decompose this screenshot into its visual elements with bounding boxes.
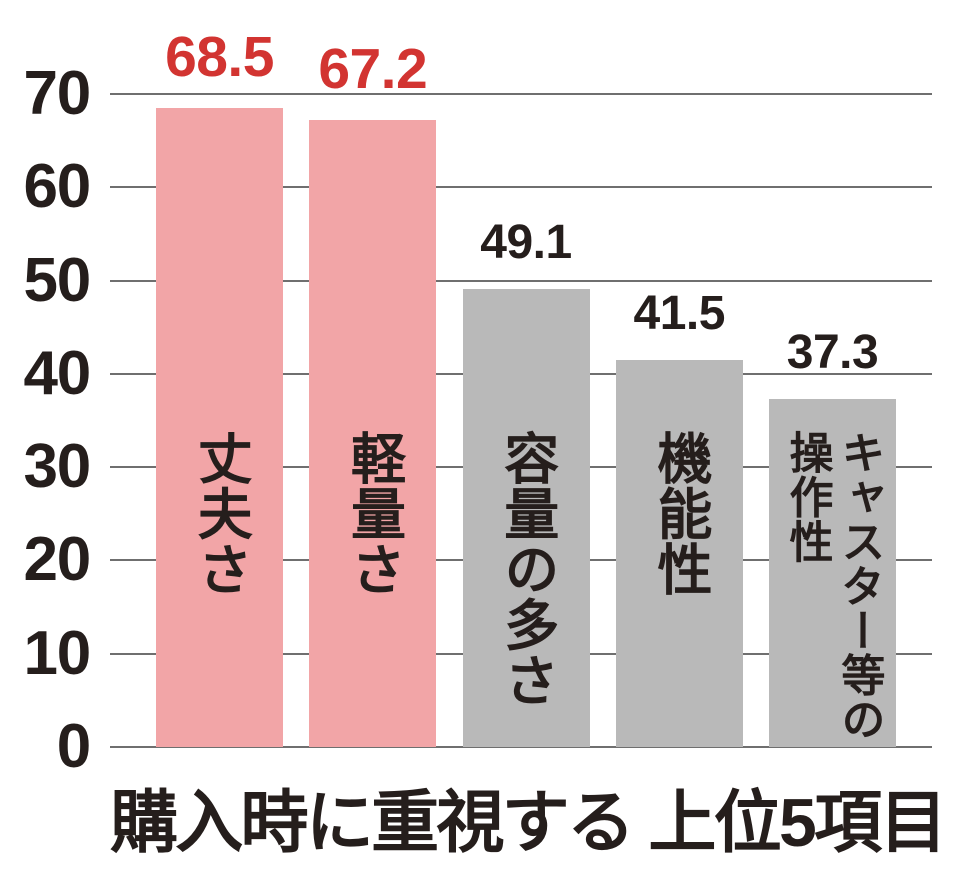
gridline-0 [110,746,932,748]
bar-5 [769,399,896,747]
y-tick-label-40: 40 [23,338,92,408]
bars-layer: 68.5 丈夫さ 67.2 軽量さ 49.1 容量の多さ 41.5 機能性 37.3 キャスター等… [110,29,932,747]
bar-3 [462,288,590,747]
value-label-4: 41.5 [633,286,726,340]
bar-column-2: 67.2 軽量さ [309,41,437,747]
y-tick-label-0: 0 [56,712,91,781]
bar-column-4: 41.5 機能性 [615,94,743,747]
bar-category-label-1: 丈夫さ [189,430,252,597]
y-tick-label-30: 30 [23,432,92,502]
bar-category-label-3: 容量の多さ [495,430,558,708]
plot-area: 0 10 20 30 40 50 60 70 68.5 丈夫さ 67.2 軽量さ 49.1 容量の多さ 4… [24,29,932,781]
bar-1 [156,108,283,747]
value-label-3: 49.1 [480,215,572,269]
y-tick-label-50: 50 [23,245,92,315]
chart-title: 購入時に重視する 上位5項目 [110,785,947,861]
bar-column-3: 49.1 容量の多さ [462,94,590,747]
y-tick-label-20: 20 [23,525,92,595]
y-tick-label-70: 70 [23,59,92,128]
bar-category-label-2: 軽量さ [342,430,405,597]
bar-column-5: 37.3 キャスター等の 操作性 [769,94,896,747]
value-label-5: 37.3 [786,326,879,380]
gridline-60 [110,186,932,189]
y-tick-label-60: 60 [23,152,92,222]
gridline-50 [110,279,932,282]
y-tick-label-10: 10 [23,618,92,688]
bar-category-label-5: キャスター等の 操作性 [782,430,884,742]
bar-category-label-4: 機能性 [649,430,712,597]
bar-column-1: 68.5 丈夫さ [156,29,283,747]
value-label-2: 67.2 [318,37,428,102]
bar-2 [309,120,437,747]
value-label-1: 68.5 [165,25,274,89]
bar-4 [615,359,743,747]
gridline-70 [110,93,932,95]
